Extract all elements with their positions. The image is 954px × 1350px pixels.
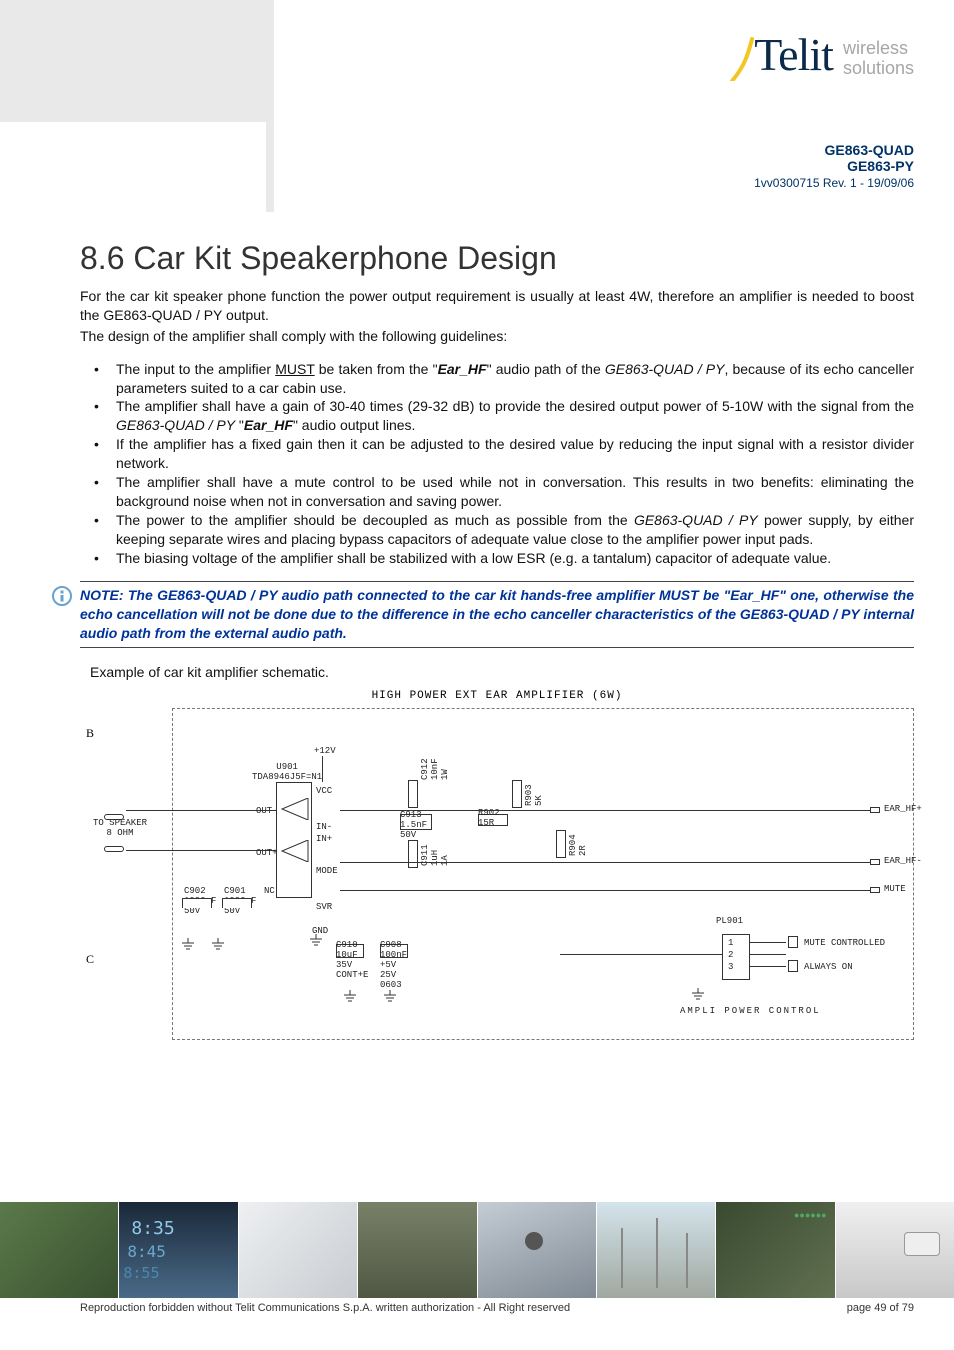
footer-photo-2: 8:35 8:45 8:55 <box>119 1202 238 1298</box>
c908-label: C908 100nF +5V 25V 0603 <box>380 940 407 990</box>
speaker-terminal-2 <box>104 846 124 852</box>
section-heading: 8.6 Car Kit Speakerphone Design <box>80 240 914 277</box>
gnd-icon-5 <box>382 990 398 1004</box>
mute-controlled-label: MUTE CONTROLLED <box>804 938 885 948</box>
gnd-icon-1 <box>180 938 196 952</box>
doc-meta-line2: GE863-PY <box>754 158 914 174</box>
earhf-p-pad <box>870 807 880 813</box>
guideline-item-3: If the amplifier has a fixed gain then i… <box>80 435 914 473</box>
gnd-icon-3 <box>308 934 324 948</box>
wire-earhf-p <box>340 810 880 811</box>
mute-pad <box>870 887 880 893</box>
guidelines-list: The input to the amplifier MUST be taken… <box>80 360 914 568</box>
c910-label: C910 10uF 35V CONT+E <box>336 940 368 980</box>
info-icon <box>52 586 72 606</box>
footer-photo-3 <box>239 1202 358 1298</box>
intro-paragraph-2: The design of the amplifier shall comply… <box>80 327 914 346</box>
out-minus-label: OUT- <box>256 806 278 816</box>
r903-label: R903 5K <box>524 785 544 807</box>
c911-sym <box>408 840 418 868</box>
earhf-m-label: EAR_HF- <box>884 856 922 866</box>
c912-sym <box>408 780 418 808</box>
pl901-sym <box>722 934 750 980</box>
in-plus-label: IN+ <box>316 834 332 844</box>
schematic-figure: HIGH POWER EXT EAR AMPLIFIER (6W) B C TO… <box>80 690 914 1050</box>
doc-meta: GE863-QUAD GE863-PY 1vv0300715 Rev. 1 - … <box>754 142 914 190</box>
logo-text: Telit <box>754 28 833 81</box>
mute-label: MUTE <box>884 884 906 894</box>
logo-subtitle: wireless solutions <box>843 32 914 78</box>
nc-label: NC <box>264 886 275 896</box>
c902-sym <box>182 898 212 908</box>
earhf-m-pad <box>870 859 880 865</box>
footer-photo-1 <box>0 1202 119 1298</box>
always-on-label: ALWAYS ON <box>804 962 853 972</box>
jumper-2 <box>788 960 798 972</box>
wire-earhf-m <box>340 862 880 863</box>
footer-photo-5 <box>478 1202 597 1298</box>
r902-label: R902 15R <box>478 808 500 828</box>
c913-label: C913 1.5nF 50V <box>400 810 427 840</box>
brand-logo: Telit wireless solutions <box>730 28 914 81</box>
c912-label: C912 10nF 1W <box>420 759 450 781</box>
schematic-title: HIGH POWER EXT EAR AMPLIFIER (6W) <box>80 690 914 702</box>
footer-right: page 49 of 79 <box>847 1302 914 1314</box>
note-block: NOTE: The GE863-QUAD / PY audio path con… <box>80 581 914 648</box>
logo-sub1: wireless <box>843 38 914 58</box>
gnd-icon-6 <box>690 988 706 1002</box>
footer-photo-7: ●●●●●● <box>716 1202 835 1298</box>
earhf-p-label: EAR_HF+ <box>884 804 922 814</box>
guideline-item-4: The amplifier shall have a mute control … <box>80 473 914 511</box>
gnd-icon-4 <box>342 990 358 1004</box>
r904-label: R904 2R <box>568 835 588 857</box>
r904-sym <box>556 830 566 858</box>
note-text: NOTE: The GE863-QUAD / PY audio path con… <box>80 586 914 643</box>
example-caption: Example of car kit amplifier schematic. <box>90 664 914 680</box>
logo-swoosh-icon <box>730 37 754 81</box>
header-vertical-strip <box>266 0 274 212</box>
pl901-label: PL901 <box>716 916 743 926</box>
logo-sub2: solutions <box>843 58 914 78</box>
plus12-label: +12V <box>314 746 336 756</box>
vcc-label: VCC <box>316 786 332 796</box>
doc-meta-line3: 1vv0300715 Rev. 1 - 19/09/06 <box>754 176 914 190</box>
r903-sym <box>512 780 522 808</box>
footer-left: Reproduction forbidden without Telit Com… <box>80 1302 570 1314</box>
wire-mute <box>340 890 880 891</box>
speaker-terminal-1 <box>104 814 124 820</box>
guideline-item-2: The amplifier shall have a gain of 30-40… <box>80 397 914 435</box>
wire-out-plus <box>126 850 276 851</box>
guideline-item-5: The power to the amplifier should be dec… <box>80 511 914 549</box>
ampli-power-label: AMPLI POWER CONTROL <box>680 1006 821 1016</box>
schematic-row-b: B <box>86 726 94 741</box>
guideline-item-6: The biasing voltage of the amplifier sha… <box>80 549 914 568</box>
chip-u901-label: U901 TDA8946J5F=N1 <box>252 762 322 782</box>
guideline-item-1: The input to the amplifier MUST be taken… <box>80 360 914 398</box>
gnd-icon-2 <box>210 938 226 952</box>
footer-photo-strip: 8:35 8:45 8:55 ●●●●●● <box>0 1202 954 1298</box>
footer-line: Reproduction forbidden without Telit Com… <box>80 1302 914 1314</box>
footer-photo-6 <box>597 1202 716 1298</box>
wire-out-minus <box>126 810 276 811</box>
doc-meta-line1: GE863-QUAD <box>754 142 914 158</box>
in-minus-label: IN- <box>316 822 332 832</box>
jumper-1 <box>788 936 798 948</box>
svr-label: SVR <box>316 902 332 912</box>
opamp-top-icon <box>280 798 310 820</box>
footer-photo-8 <box>836 1202 954 1298</box>
mode-label: MODE <box>316 866 338 876</box>
schematic-row-c: C <box>86 952 94 967</box>
c901-sym <box>222 898 252 908</box>
speaker-label: TO SPEAKER 8 OHM <box>80 818 160 838</box>
intro-paragraph-1: For the car kit speaker phone function t… <box>80 287 914 325</box>
line-vcc <box>322 756 323 782</box>
footer-photo-4 <box>358 1202 477 1298</box>
opamp-bot-icon <box>280 840 310 862</box>
